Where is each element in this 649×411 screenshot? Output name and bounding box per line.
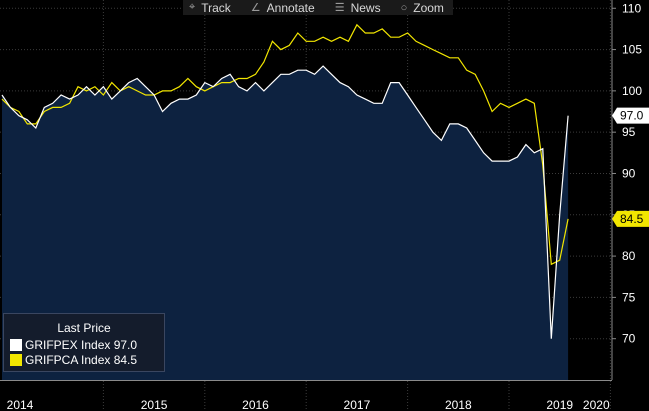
y-tick-label: 70 (622, 332, 636, 346)
series-area-0 (2, 66, 569, 380)
annotate-label: Annotate (266, 0, 315, 15)
news-icon: ☰ (334, 2, 345, 14)
news-label: News (350, 0, 381, 15)
series-layer (1, 23, 569, 380)
y-tick-label: 80 (622, 249, 636, 263)
news-button[interactable]: ☰ News (329, 1, 381, 15)
x-tick-label: 2017 (344, 398, 371, 411)
last-value-tag-0: 97.0 (612, 107, 649, 124)
x-tick-label: 2014 (7, 398, 34, 411)
zoom-label: Zoom (413, 0, 444, 15)
y-tick-label: 105 (622, 43, 642, 57)
y-tick-label: 100 (622, 84, 642, 98)
series-line-0 (1, 65, 569, 339)
annotate-button[interactable]: ∠ Annotate (245, 1, 315, 15)
x-tick-label: 2020 (583, 398, 610, 411)
legend-swatch-white (10, 338, 22, 351)
y-tick-label: 110 (622, 1, 641, 15)
x-axis: 2014 2015 2016 2017 2018 2019 2020 (0, 380, 612, 411)
last-value-tag-1: 84.5 (612, 210, 649, 227)
last-value-label: 84.5 (620, 212, 644, 226)
pencil-icon: ∠ (250, 2, 261, 14)
x-tick-label: 2018 (445, 398, 472, 411)
y-tick-label: 90 (622, 166, 636, 180)
last-value-tag-bg (612, 107, 649, 124)
last-value-label: 97.0 (620, 109, 644, 123)
series-line-1 (1, 23, 569, 266)
x-tick-label: 2019 (546, 398, 573, 411)
crosshair-icon: ⌖ (189, 1, 196, 13)
track-label: Track (201, 0, 231, 15)
chart-toolbar: ⌖ Track ∠ Annotate ☰ News ○ Zoom (183, 0, 453, 15)
x-tick-label: 2016 (242, 398, 269, 411)
zoom-button[interactable]: ○ Zoom (395, 1, 444, 15)
chart-legend: Last Price GRIFPEX Index 97.0 GRIFPCA In… (3, 313, 165, 372)
legend-label-grifpca: GRIFPCA Index 84.5 (25, 352, 138, 367)
legend-label-grifpex: GRIFPEX Index 97.0 (25, 337, 138, 352)
legend-title: Last Price (57, 321, 111, 335)
last-value-tag-bg (612, 210, 649, 227)
y-tick-label: 75 (622, 290, 636, 304)
magnifier-icon: ○ (400, 1, 408, 14)
y-tick-label: 95 (622, 125, 636, 139)
y-axis: 70758085909510010511097.084.5 (611, 0, 649, 380)
x-tick-label: 2015 (141, 398, 168, 411)
legend-entry-grifpex: GRIFPEX Index 97.0 (4, 337, 164, 352)
track-button[interactable]: ⌖ Track (183, 1, 231, 15)
legend-swatch-yellow (10, 353, 22, 366)
legend-entry-grifpca: GRIFPCA Index 84.5 (4, 352, 164, 367)
